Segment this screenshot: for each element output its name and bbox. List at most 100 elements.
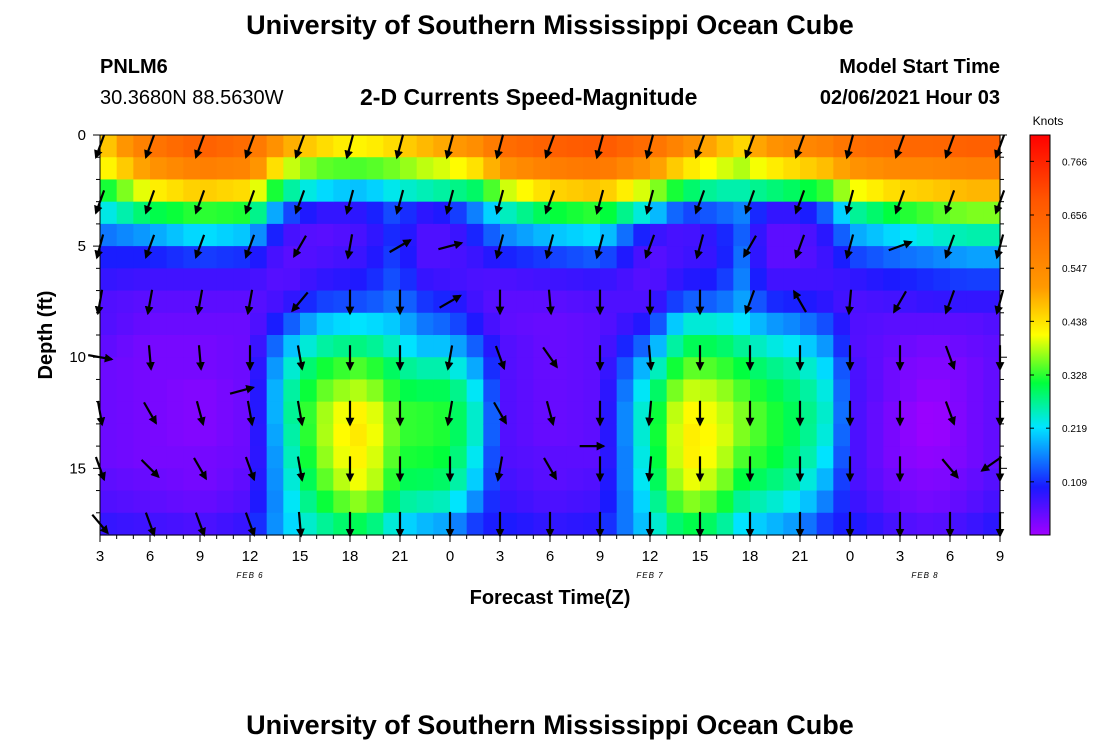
heatmap-cell [400, 490, 418, 514]
heatmap-cell [516, 290, 534, 314]
heatmap-cell [933, 157, 951, 181]
heatmap-cell [383, 401, 401, 425]
heatmap-cell [716, 335, 734, 358]
heatmap-cell [533, 290, 551, 314]
heatmap-cell [116, 223, 134, 247]
heatmap-cell [716, 446, 734, 469]
heatmap-cell [600, 223, 618, 247]
heatmap-cell [750, 357, 768, 381]
heatmap-cell [133, 223, 151, 247]
heatmap-cell [816, 401, 834, 425]
heatmap-cell [566, 157, 584, 181]
heatmap-cell [100, 201, 118, 225]
heatmap-cell [650, 179, 668, 203]
heatmap-cell [816, 201, 834, 225]
heatmap-cell [716, 179, 734, 203]
heatmap-cell [766, 335, 784, 358]
heatmap-cell [116, 379, 134, 403]
heatmap-cell [316, 357, 334, 381]
heatmap-cell [983, 335, 1001, 358]
current-vector [594, 134, 605, 160]
heatmap-cell [650, 312, 668, 336]
heatmap-cell [133, 357, 151, 381]
heatmap-cell [116, 490, 134, 514]
heatmap-cell [116, 423, 134, 447]
heatmap-cell [800, 135, 818, 158]
heatmap-cell [550, 246, 568, 269]
heatmap-cell [366, 312, 384, 336]
heatmap-cell [650, 201, 668, 225]
current-vector [494, 456, 504, 482]
current-vector [494, 134, 505, 160]
heatmap-cell [950, 157, 968, 181]
heatmap-cell [883, 379, 901, 403]
heatmap-cell [350, 312, 368, 336]
heatmap-cell [916, 157, 934, 181]
heatmap-cell [916, 179, 934, 203]
heatmap-cell [200, 246, 218, 269]
x-tick-label: 21 [392, 548, 409, 565]
heatmap-cell [416, 335, 434, 358]
heatmap-cell [500, 135, 518, 158]
heatmap-cell [916, 135, 934, 158]
heatmap-cell [200, 446, 218, 469]
heatmap-cell [366, 446, 384, 469]
heatmap-cell [166, 490, 184, 514]
heatmap-cell [650, 423, 668, 447]
heatmap-cell [133, 157, 151, 181]
heatmap-cell [250, 357, 268, 381]
heatmap-cell [550, 379, 568, 403]
heatmap-cell [133, 423, 151, 447]
heatmap-cell [766, 268, 784, 292]
heatmap-cell [366, 135, 384, 158]
heatmap-cell [766, 379, 784, 403]
heatmap-cell [583, 401, 601, 425]
current-vector [196, 345, 205, 371]
heatmap-cell [266, 357, 284, 381]
current-vector [645, 456, 654, 483]
heatmap-cell [966, 379, 984, 403]
heatmap-cell [200, 157, 218, 181]
heatmap-cell [766, 490, 784, 514]
heatmap-cell [516, 468, 534, 492]
heatmap-cell [150, 179, 168, 203]
heatmap-cell [466, 490, 484, 514]
heatmap-cell [583, 157, 601, 181]
heatmap-cell [850, 490, 868, 514]
heatmap-cell [566, 268, 584, 292]
heatmap-cell [216, 490, 234, 514]
current-vector [144, 190, 156, 215]
heatmap-cell [300, 423, 318, 447]
heatmap-cell [966, 201, 984, 225]
y-axis: 0 5 10 15 [69, 127, 1007, 514]
heatmap-cell [766, 423, 784, 447]
heatmap-cell [416, 490, 434, 514]
heatmap-cell [450, 357, 468, 381]
heatmap-cell [550, 446, 568, 469]
heatmap-cell [633, 157, 651, 181]
heatmap-cell [366, 468, 384, 492]
heatmap-cell [950, 490, 968, 514]
heatmap-cell [900, 268, 918, 292]
heatmap-cell [883, 268, 901, 292]
x-tick-label: 6 [146, 548, 154, 565]
heatmap-cell [133, 401, 151, 425]
heatmap-cell [183, 335, 201, 358]
y-tick-label: 15 [69, 460, 86, 477]
heatmap-cell [216, 446, 234, 469]
heatmap-cell [466, 379, 484, 403]
heatmap-cell [133, 512, 151, 536]
heatmap-cell [966, 268, 984, 292]
heatmap-cell [683, 157, 701, 181]
heatmap-cell [533, 401, 551, 425]
heatmap-cell [666, 512, 684, 536]
heatmap-cell [816, 468, 834, 492]
current-vector [291, 291, 309, 313]
heatmap-cell [966, 179, 984, 203]
heatmap-cell [400, 246, 418, 269]
heatmap-cell [366, 379, 384, 403]
current-vector [193, 457, 207, 481]
heatmap-cell [100, 401, 118, 425]
heatmap-cell [933, 335, 951, 358]
date-label: FEB 8 [911, 571, 938, 580]
